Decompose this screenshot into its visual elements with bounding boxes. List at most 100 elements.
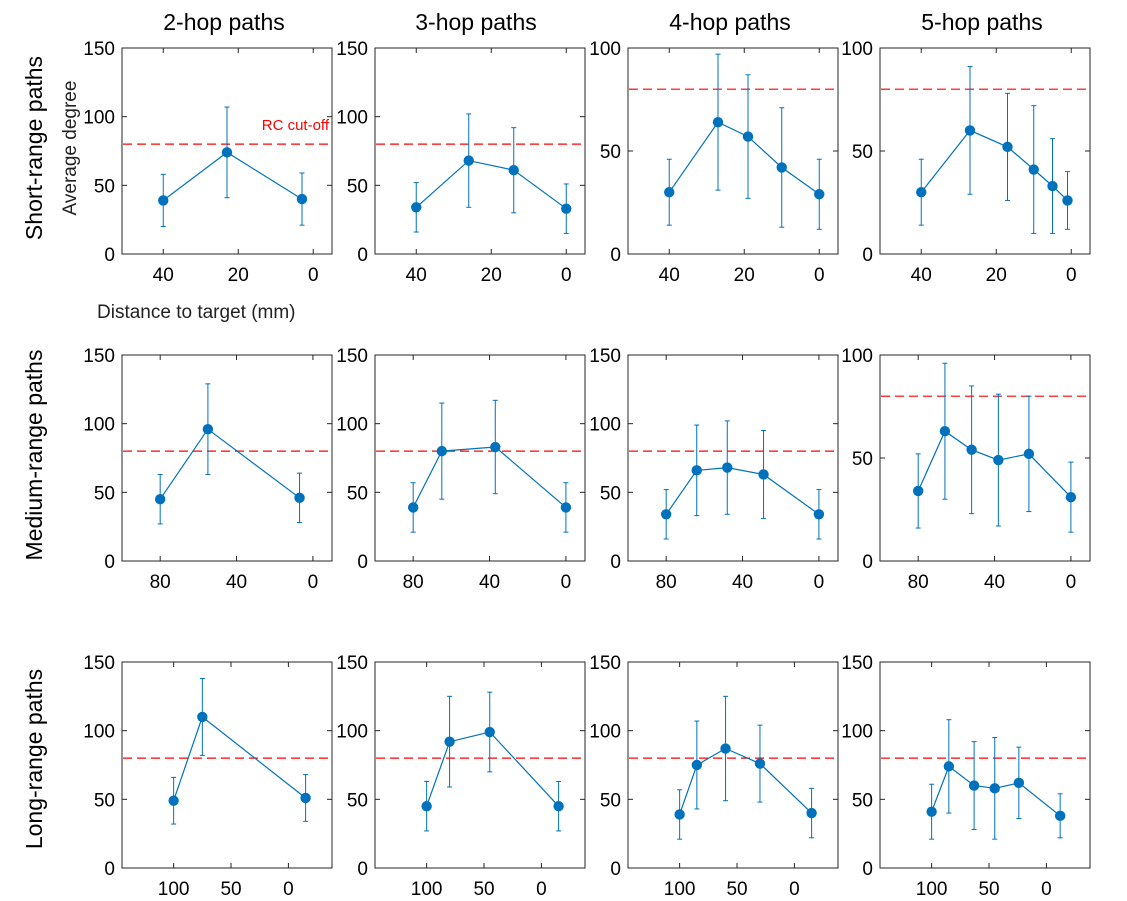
y-tick-label: 50 <box>347 483 368 504</box>
x-tick-label: 0 <box>561 265 572 286</box>
y-tick-label: 50 <box>347 176 368 197</box>
y-tick-label: 100 <box>589 415 621 436</box>
data-point <box>203 424 213 434</box>
panel-long-3-hop: 0 50 100 150 100 50 0 <box>336 653 585 900</box>
data-point <box>926 806 936 816</box>
data-point <box>692 760 702 770</box>
data-point <box>561 203 571 213</box>
y-tick-label: 0 <box>357 859 368 880</box>
panel-short-5-hop: 05010040 20 0 <box>841 39 1090 286</box>
y-tick-label: 50 <box>94 176 115 197</box>
x-tick-label: 40 <box>911 265 932 286</box>
axes-box <box>375 662 585 868</box>
y-tick-label: 50 <box>600 142 621 163</box>
y-tick-label: 0 <box>862 552 873 573</box>
x-tick-label: 40 <box>659 265 680 286</box>
x-tick-label: 0 <box>814 265 825 286</box>
data-point <box>722 462 732 472</box>
data-point <box>1055 811 1065 821</box>
y-tick-label: 150 <box>589 653 621 674</box>
y-tick-label: 150 <box>589 346 621 367</box>
row-label-medium-range: Medium-range paths <box>21 350 47 561</box>
axes-box <box>628 48 838 254</box>
y-tick-label: 100 <box>841 346 873 367</box>
x-tick-label: 50 <box>978 879 999 900</box>
data-point <box>408 502 418 512</box>
data-point <box>993 455 1003 465</box>
axes-box <box>880 355 1090 561</box>
column-titles: 2-hop paths 3-hop paths 4-hop paths 5-ho… <box>163 9 1042 35</box>
y-tick-label: 100 <box>336 415 368 436</box>
series-line <box>918 431 1071 497</box>
data-point <box>553 801 563 811</box>
x-tick-label: 80 <box>403 572 424 593</box>
y-tick-label: 150 <box>841 653 873 674</box>
data-point <box>777 162 787 172</box>
y-tick-label: 100 <box>83 415 115 436</box>
x-tick-label: 0 <box>1066 265 1077 286</box>
data-point <box>444 736 454 746</box>
y-tick-label: 50 <box>600 483 621 504</box>
data-point <box>485 727 495 737</box>
data-point <box>197 712 207 722</box>
data-point <box>661 509 671 519</box>
y-tick-label: 50 <box>600 790 621 811</box>
panel-short-3-hop: 05010015040 20 0 <box>336 39 585 286</box>
data-point <box>222 147 232 157</box>
data-point <box>692 465 702 475</box>
data-point <box>158 195 168 205</box>
x-tick-label: 40 <box>479 572 500 593</box>
y-tick-label: 50 <box>852 142 873 163</box>
x-tick-label: 0 <box>1041 879 1052 900</box>
x-tick-label: 40 <box>153 265 174 286</box>
data-point <box>674 809 684 819</box>
panel-short-2-hop: 0 50 100 150 40 20 0 RC cut-off <box>83 39 332 286</box>
y-tick-label: 0 <box>104 859 115 880</box>
x-tick-label: 0 <box>283 879 294 900</box>
y-tick-label: 0 <box>357 552 368 573</box>
series-line <box>160 429 299 499</box>
data-point <box>300 793 310 803</box>
y-tick-label: 150 <box>83 39 115 60</box>
x-tick-label: 0 <box>308 572 319 593</box>
y-tick-label: 100 <box>841 722 873 743</box>
data-point <box>168 796 178 806</box>
data-point <box>966 445 976 455</box>
y-tick-label: 0 <box>610 859 621 880</box>
x-tick-label: 80 <box>656 572 677 593</box>
data-point <box>421 801 431 811</box>
axes-box <box>122 355 332 561</box>
x-tick-label: 20 <box>986 265 1007 286</box>
column-title-5-hop: 5-hop paths <box>921 9 1042 35</box>
data-point <box>1047 181 1057 191</box>
data-point <box>990 783 1000 793</box>
y-tick-label: 0 <box>357 245 368 266</box>
axes-box <box>628 355 838 561</box>
axes-box <box>122 662 332 868</box>
data-point <box>720 743 730 753</box>
panel-medium-2-hop: 0 50 100 150 80 40 0 <box>83 346 332 593</box>
column-title-3-hop: 3-hop paths <box>415 9 536 35</box>
data-point <box>965 125 975 135</box>
panel-long-2-hop: 0 50 100 150 100 50 0 <box>83 653 332 900</box>
data-point <box>411 202 421 212</box>
data-point <box>664 187 674 197</box>
data-point <box>713 117 723 127</box>
x-tick-label: 80 <box>908 572 929 593</box>
y-tick-label: 0 <box>862 859 873 880</box>
data-point <box>297 194 307 204</box>
x-tick-label: 0 <box>561 572 572 593</box>
y-tick-label: 150 <box>336 346 368 367</box>
data-point <box>913 486 923 496</box>
data-point <box>1002 142 1012 152</box>
data-point <box>294 493 304 503</box>
y-tick-label: 50 <box>852 790 873 811</box>
y-tick-label: 100 <box>589 722 621 743</box>
series-line <box>416 161 566 209</box>
x-tick-label: 50 <box>726 879 747 900</box>
data-point <box>814 509 824 519</box>
x-tick-label: 0 <box>536 879 547 900</box>
x-tick-label: 20 <box>481 265 502 286</box>
x-tick-label: 50 <box>220 879 241 900</box>
